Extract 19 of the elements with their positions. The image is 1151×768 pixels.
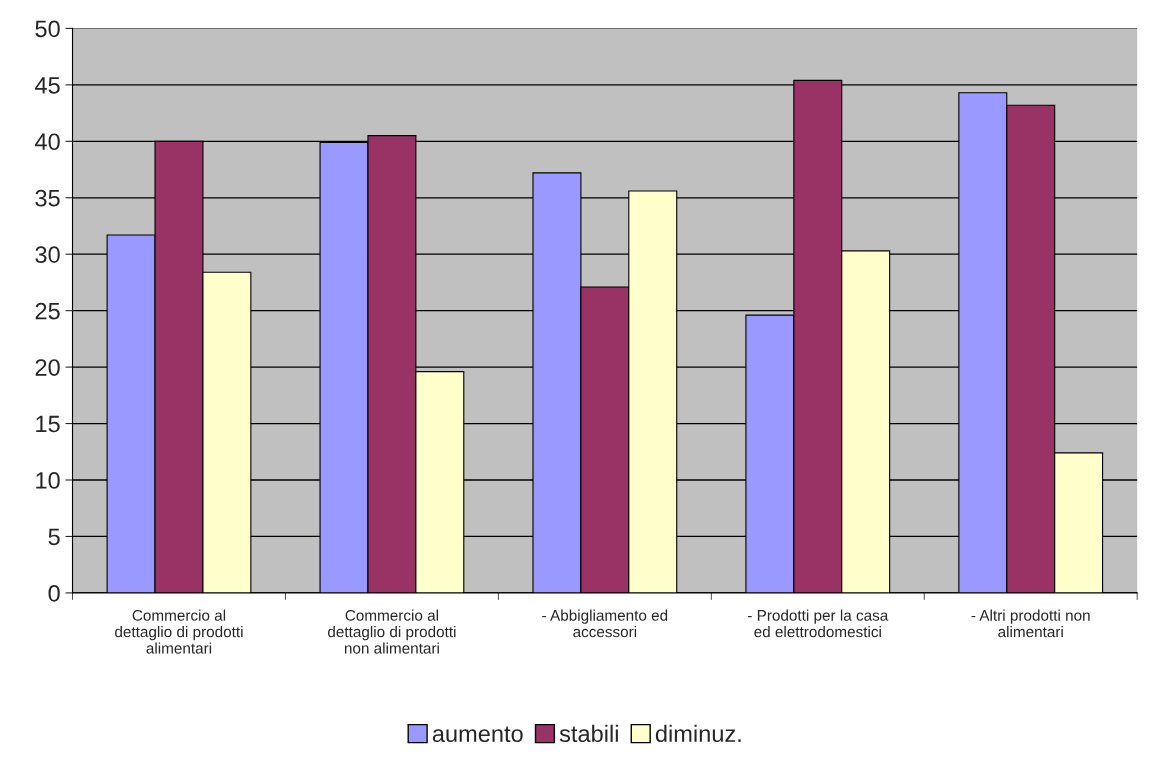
legend-label: aumento [432,726,523,743]
x-tick-label: - Altri prodotti non alimentari [971,609,1090,638]
y-tick-label: 45 [34,77,60,94]
y-tick-label: 20 [35,359,60,376]
y-tick-label: 5 [48,528,60,546]
x-tick-label: - Abbigliamento ed accessori [542,609,668,638]
y-tick-label: 50 [35,20,60,38]
y-tick-label: 40 [34,133,60,151]
y-tick-label: 10 [36,472,60,489]
x-tick-label: Commercio al dettaglio di prodotti non alimentari [328,609,456,654]
y-tick-label: 30 [35,246,60,263]
x-tick-label: Commercio al dettaglio di prodotti alimentari [115,609,243,654]
y-tick-label: 15 [36,415,60,433]
y-tick-label: 35 [35,189,60,207]
legend-label: stabili [559,724,618,743]
y-tick-label: 25 [35,302,60,320]
y-tick-label: 0 [48,584,60,602]
x-tick-label: - Prodotti per la casa ed elettrodomestici [747,609,889,638]
legend-label: diminuz. [655,724,741,743]
